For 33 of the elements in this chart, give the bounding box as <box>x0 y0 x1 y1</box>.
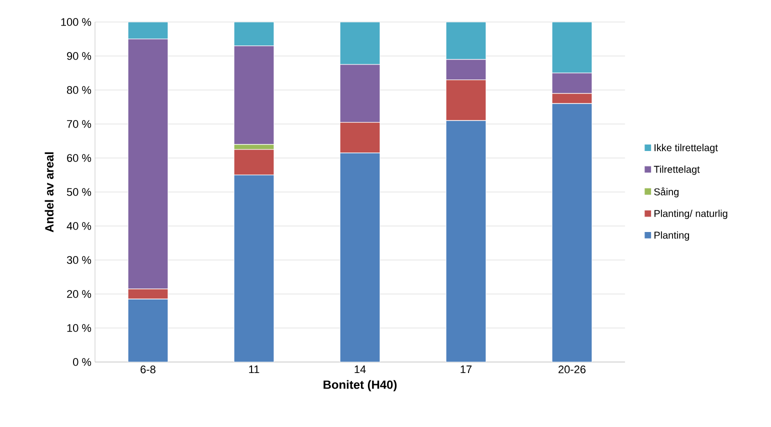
x-tick-label: 11 <box>249 366 260 374</box>
legend-label: Såing <box>654 187 679 198</box>
y-tick-label: 30 % <box>66 256 92 264</box>
y-tick-label: 100 % <box>61 18 92 26</box>
x-tick-label: 17 <box>460 366 472 374</box>
bar <box>446 120 486 362</box>
bar <box>128 22 168 40</box>
bar <box>234 174 274 362</box>
legend-label: Planting/ naturlig <box>654 210 728 219</box>
y-tick-label: 20 % <box>67 290 92 298</box>
x-tick-label: 14 <box>354 366 366 374</box>
x-axis-title: Bonitet (H40) <box>324 380 397 392</box>
y-axis-title: Andel av areal <box>44 152 54 232</box>
y-tick-label: 50 % <box>66 188 92 196</box>
y-tick-label: 70 % <box>67 120 92 128</box>
bar <box>128 298 168 362</box>
y-tick-label: 90 % <box>67 52 92 60</box>
y-tick-label: 60 % <box>67 154 92 162</box>
bar <box>552 103 592 362</box>
bar <box>446 22 486 60</box>
x-tick-label: 6-8 <box>140 366 156 374</box>
bar <box>552 22 592 74</box>
y-tick-label: 80 % <box>66 86 92 94</box>
legend-label: Tilrettelagt <box>654 166 700 175</box>
bar <box>340 152 380 362</box>
bar <box>234 22 274 46</box>
x-tick-label: 20-26 <box>558 366 586 374</box>
y-tick-label: 10 % <box>67 324 92 332</box>
legend-label: Planting <box>654 231 690 241</box>
bar <box>340 22 380 65</box>
y-tick-label: 0 % <box>73 358 92 366</box>
legend-label: Ikke tilrettelagt <box>654 144 718 154</box>
y-tick-label: 40 % <box>66 222 92 230</box>
